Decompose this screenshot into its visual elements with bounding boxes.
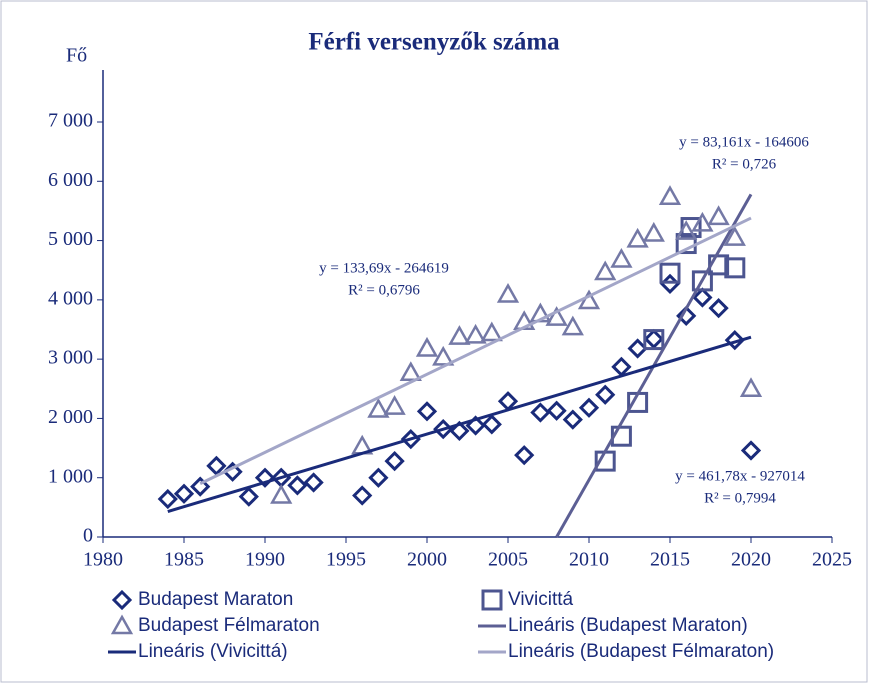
point <box>352 485 373 506</box>
point <box>595 384 616 405</box>
legend-label: Lineáris (Budapest Maraton) <box>508 615 748 636</box>
point <box>643 329 665 351</box>
equation: y = 461,78x - 927014 <box>675 468 805 484</box>
point <box>432 345 455 366</box>
point <box>610 247 633 268</box>
point <box>238 486 259 507</box>
legend-label: Budapest Maraton <box>138 589 293 610</box>
legend-symbol <box>111 589 133 611</box>
point <box>723 226 746 246</box>
x-tick-label: 2000 <box>407 549 447 571</box>
legend-label: Lineáris (Vivicittá) <box>138 641 288 662</box>
r-squared: R² = 0,6796 <box>348 282 420 298</box>
legend-label: Vivicittá <box>508 589 574 610</box>
point <box>643 328 664 350</box>
point <box>206 455 227 476</box>
point <box>496 282 520 303</box>
y-tick-label: 3 000 <box>48 347 93 369</box>
point <box>384 450 405 472</box>
point <box>578 397 600 418</box>
point <box>303 472 324 493</box>
point <box>254 467 276 488</box>
x-tick-label: 2005 <box>488 549 528 571</box>
point <box>173 483 195 504</box>
trend-line <box>199 216 752 485</box>
point <box>416 401 438 422</box>
point <box>691 270 713 292</box>
point <box>287 475 308 496</box>
x-tick-label: 1995 <box>326 549 366 571</box>
legend-symbol <box>110 614 134 635</box>
y-tick-label: 6 000 <box>48 169 93 191</box>
point <box>627 338 648 359</box>
point <box>724 257 746 279</box>
chart-title: Férfi versenyzők száma <box>308 29 560 56</box>
x-tick-label: 1990 <box>245 549 285 571</box>
point <box>270 483 293 504</box>
x-tick-label: 2025 <box>812 549 852 571</box>
point <box>480 321 503 342</box>
point <box>707 205 730 226</box>
y-tick-label: 1 000 <box>48 465 93 487</box>
point <box>449 420 470 441</box>
r-squared: R² = 0,7994 <box>704 490 776 506</box>
point <box>368 467 389 488</box>
equation: y = 133,69x - 264619 <box>319 260 449 276</box>
point <box>642 221 665 242</box>
point <box>658 185 682 205</box>
point <box>383 395 406 415</box>
x-tick-label: 1980 <box>83 549 123 571</box>
point <box>464 323 487 344</box>
point <box>514 445 535 466</box>
point <box>676 305 697 326</box>
point <box>530 402 551 423</box>
legend-label: Lineáris (Budapest Félmaraton) <box>508 641 774 662</box>
point <box>399 361 422 382</box>
x-tick-label: 1985 <box>164 549 204 571</box>
r-squared: R² = 0,726 <box>712 156 777 172</box>
legend-label: Budapest Félmaraton <box>138 615 320 636</box>
point <box>481 414 502 435</box>
point <box>724 330 745 351</box>
point <box>739 377 763 398</box>
point <box>562 409 583 430</box>
point <box>367 397 390 418</box>
point <box>546 400 567 421</box>
point <box>157 488 178 510</box>
point <box>626 227 649 248</box>
point <box>577 289 601 310</box>
y-tick-label: 0 <box>83 525 93 547</box>
equation: y = 83,161x - 164606 <box>679 134 809 150</box>
point <box>659 262 681 284</box>
point <box>190 476 211 497</box>
point <box>594 260 617 281</box>
legend-symbol <box>481 589 503 611</box>
trend-line <box>167 335 752 513</box>
y-tick-label: 7 000 <box>48 110 93 132</box>
point <box>740 440 762 461</box>
point <box>465 415 486 436</box>
x-tick-label: 2015 <box>650 549 690 571</box>
y-tick-label: 4 000 <box>48 287 93 309</box>
point <box>415 336 439 357</box>
y-axis-label: Fő <box>66 45 87 67</box>
point <box>708 298 729 319</box>
point <box>561 315 584 336</box>
point <box>448 325 471 345</box>
point <box>692 287 713 308</box>
y-tick-label: 5 000 <box>48 228 93 250</box>
point <box>675 220 698 240</box>
x-tick-label: 2020 <box>731 549 771 571</box>
x-tick-label: 2010 <box>569 549 609 571</box>
point <box>691 211 714 232</box>
y-tick-label: 2 000 <box>48 406 93 428</box>
point <box>545 306 568 326</box>
